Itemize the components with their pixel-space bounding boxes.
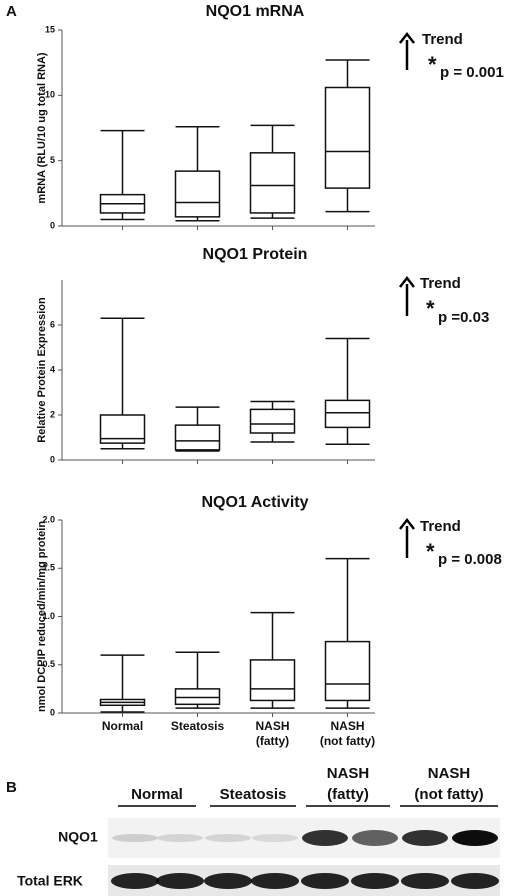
annotation: p = 0.008 (438, 551, 502, 568)
y-axis-label: mRNA (RLU/10 ug total RNA) (36, 52, 48, 203)
blot-band (156, 873, 204, 889)
annotation: Trend (422, 31, 463, 48)
y-tick-label: 2 (50, 409, 55, 419)
box (174, 688, 221, 706)
y-tick-label: 0 (50, 220, 55, 230)
y-tick-label: 0.5 (42, 659, 55, 669)
annotation: p = 0.001 (440, 64, 504, 81)
box (249, 152, 296, 214)
x-tick-label: NASH (255, 719, 289, 733)
box (249, 408, 296, 434)
x-tick-label: NASH (330, 719, 364, 733)
y-tick-label: 6 (50, 319, 55, 329)
blot-band (452, 830, 498, 846)
x-tick-label: Normal (102, 719, 143, 733)
annotation: * (426, 539, 435, 564)
blot-band (301, 873, 349, 889)
box (174, 424, 221, 451)
blot-band (351, 873, 399, 889)
blot-band (252, 834, 298, 842)
y-axis-label: nmol DCPIP reduced/min/mg protein (36, 521, 48, 712)
y-tick-label: 0 (50, 707, 55, 717)
lane-group-label: Normal (131, 786, 183, 803)
row-label: Total ERK (17, 873, 83, 889)
panel-label: A (6, 3, 17, 20)
annotation: Trend (420, 275, 461, 292)
annotation: * (426, 296, 435, 321)
x-tick-label: (fatty) (256, 734, 289, 748)
blot-band (112, 834, 158, 842)
annotation: * (428, 52, 437, 77)
blot-band (157, 834, 203, 842)
chart-title: NQO1 Protein (203, 246, 308, 263)
blot-band (451, 873, 499, 889)
y-tick-label: 1.5 (42, 563, 55, 573)
lane-group-label: (fatty) (327, 786, 369, 803)
blot-band (401, 873, 449, 889)
y-tick-label: 4 (50, 364, 55, 374)
lane-group-label: (not fatty) (414, 786, 483, 803)
blot-band (251, 873, 299, 889)
y-tick-label: 5 (50, 155, 55, 165)
box (324, 86, 371, 189)
box (174, 170, 221, 218)
y-tick-label: 0 (50, 454, 55, 464)
box (324, 399, 371, 429)
trend-arrowhead (399, 517, 415, 530)
panel-label: B (6, 779, 17, 796)
blot-band (302, 830, 348, 846)
chart-title: NQO1 mRNA (206, 3, 305, 20)
lane-group-label: NASH (327, 765, 370, 782)
y-tick-label: 2.0 (42, 514, 55, 524)
trend-arrowhead (399, 31, 415, 44)
x-tick-label: (not fatty) (320, 734, 375, 748)
row-label: NQO1 (58, 829, 98, 845)
chart-title: NQO1 Activity (202, 494, 309, 511)
blot-band (111, 873, 159, 889)
y-tick-label: 1.0 (42, 611, 55, 621)
trend-arrowhead (399, 275, 415, 288)
annotation: p =0.03 (438, 309, 489, 326)
lane-group-label: Steatosis (220, 786, 287, 803)
blot-band (402, 830, 448, 846)
box (249, 659, 296, 702)
y-axis-label: Relative Protein Expression (36, 297, 48, 443)
x-tick-label: Steatosis (171, 719, 225, 733)
annotation: Trend (420, 518, 461, 535)
blot-band (352, 830, 398, 846)
blot-band (205, 834, 251, 842)
y-tick-label: 15 (45, 24, 55, 34)
box (324, 640, 371, 702)
lane-group-label: NASH (428, 765, 471, 782)
blot-band (204, 873, 252, 889)
y-tick-label: 10 (45, 90, 55, 100)
